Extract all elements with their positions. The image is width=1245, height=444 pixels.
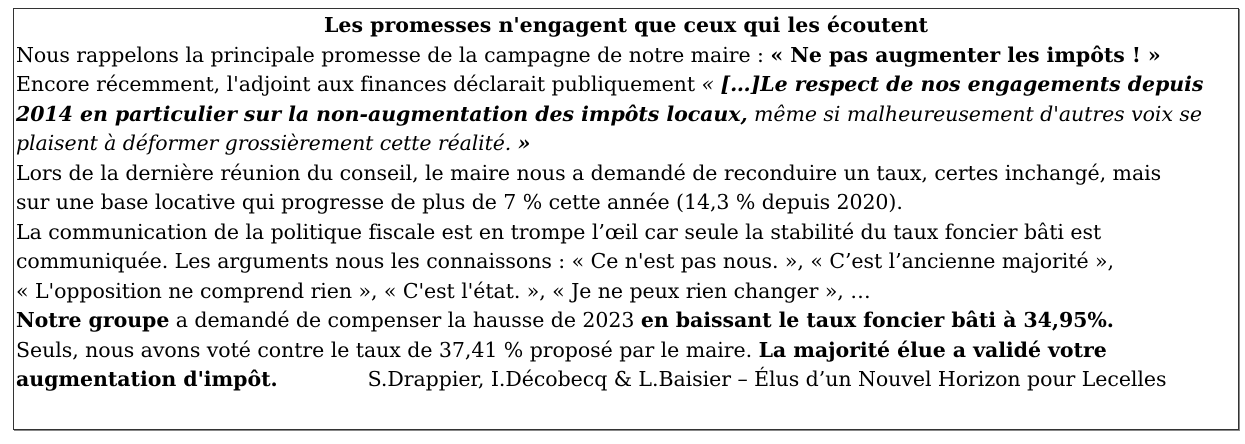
text-segment: La majorité élue a validé votre [758,337,1107,362]
text-segment: Seuls, nous avons voté contre le taux de… [16,337,759,362]
signature: S.Drappier, I.Décobecq & L.Baisier – Élu… [367,367,1167,391]
body-line: « L'opposition ne comprend rien », « C'e… [16,277,1236,307]
body-line: Encore récemment, l'adjoint aux finances… [16,70,1236,100]
text-segment: plaisent à déformer grossièrement cette … [16,131,518,155]
body-line: Nous rappelons la principale promesse de… [16,41,1236,71]
text-segment: « L'opposition ne comprend rien », « C'e… [16,278,871,303]
text-segment: 2014 en particulier sur la non-augmentat… [16,101,748,126]
text-segment: « Ne pas augmenter les impôts ! » [770,42,1161,67]
body-line: plaisent à déformer grossièrement cette … [16,129,1236,159]
text-segment: même si malheureusement d'autres voix se [747,101,1202,126]
text-segment: sur une base locative qui progresse de p… [16,190,903,214]
article-box: Les promesses n'engagent que ceux qui le… [13,8,1239,430]
text-segment: » [517,131,531,155]
text-segment: « [701,72,721,96]
text-segment: Nous rappelons la principale promesse de… [16,42,771,67]
text-segment: Encore récemment, l'adjoint aux finances… [16,72,702,96]
closing-text: augmentation d'impôt. [16,367,278,391]
text-segment: La communication de la politique fiscale… [16,219,1102,244]
text-segment: Lors de la dernière réunion du conseil, … [16,160,1162,185]
body-line: communiquée. Les arguments nous les conn… [16,247,1236,277]
article-content: Les promesses n'engagent que ceux qui le… [16,11,1236,395]
body-line: La communication de la politique fiscale… [16,218,1236,248]
text-segment: en baissant le taux foncier bâti à 34,95… [640,308,1114,332]
article-title: Les promesses n'engagent que ceux qui le… [324,13,928,37]
text-segment: a demandé de compenser la hausse de 2023 [169,308,641,332]
text-segment: communiquée. Les arguments nous les conn… [16,249,1114,273]
body-line: 2014 en particulier sur la non-augmentat… [16,100,1236,130]
body-line: sur une base locative qui progresse de p… [16,188,1236,218]
body-line: Notre groupe a demandé de compenser la h… [16,306,1236,336]
article-body: Nous rappelons la principale promesse de… [16,41,1236,366]
body-line: Seuls, nous avons voté contre le taux de… [16,336,1236,366]
closing-line: augmentation d'impôt. S.Drappier, I.Décob… [16,365,1236,395]
text-segment: […]Le respect de nos engagements depuis [720,72,1204,96]
text-segment: Notre groupe [16,308,170,332]
body-line: Lors de la dernière réunion du conseil, … [16,159,1236,189]
